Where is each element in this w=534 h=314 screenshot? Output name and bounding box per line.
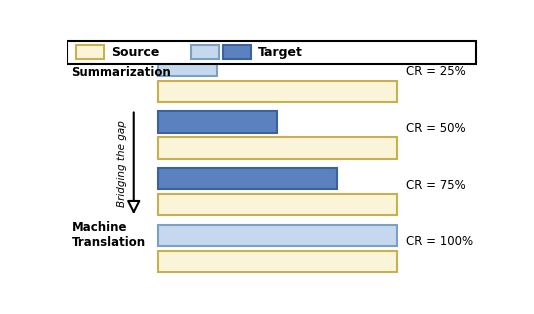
Text: CR = 100%: CR = 100% — [406, 235, 474, 248]
Text: CR = 50%: CR = 50% — [406, 122, 466, 135]
Bar — [158, 225, 397, 246]
Text: Target: Target — [258, 46, 303, 59]
Text: Machine
Translation: Machine Translation — [72, 221, 146, 249]
Bar — [158, 55, 217, 76]
Bar — [158, 168, 337, 189]
Bar — [158, 194, 397, 215]
Bar — [158, 251, 397, 272]
Bar — [191, 45, 218, 59]
Text: CR = 75%: CR = 75% — [406, 179, 466, 192]
Bar — [223, 45, 251, 59]
Bar — [67, 41, 476, 64]
Bar — [76, 45, 104, 59]
Text: Source: Source — [111, 46, 159, 59]
Bar — [158, 137, 397, 159]
Bar — [158, 111, 277, 133]
Text: Bridging the gap: Bridging the gap — [117, 120, 127, 207]
Bar — [158, 81, 397, 102]
Text: CR = 25%: CR = 25% — [406, 65, 466, 78]
Text: Cross-Lingual
Summarization: Cross-Lingual Summarization — [72, 51, 171, 79]
